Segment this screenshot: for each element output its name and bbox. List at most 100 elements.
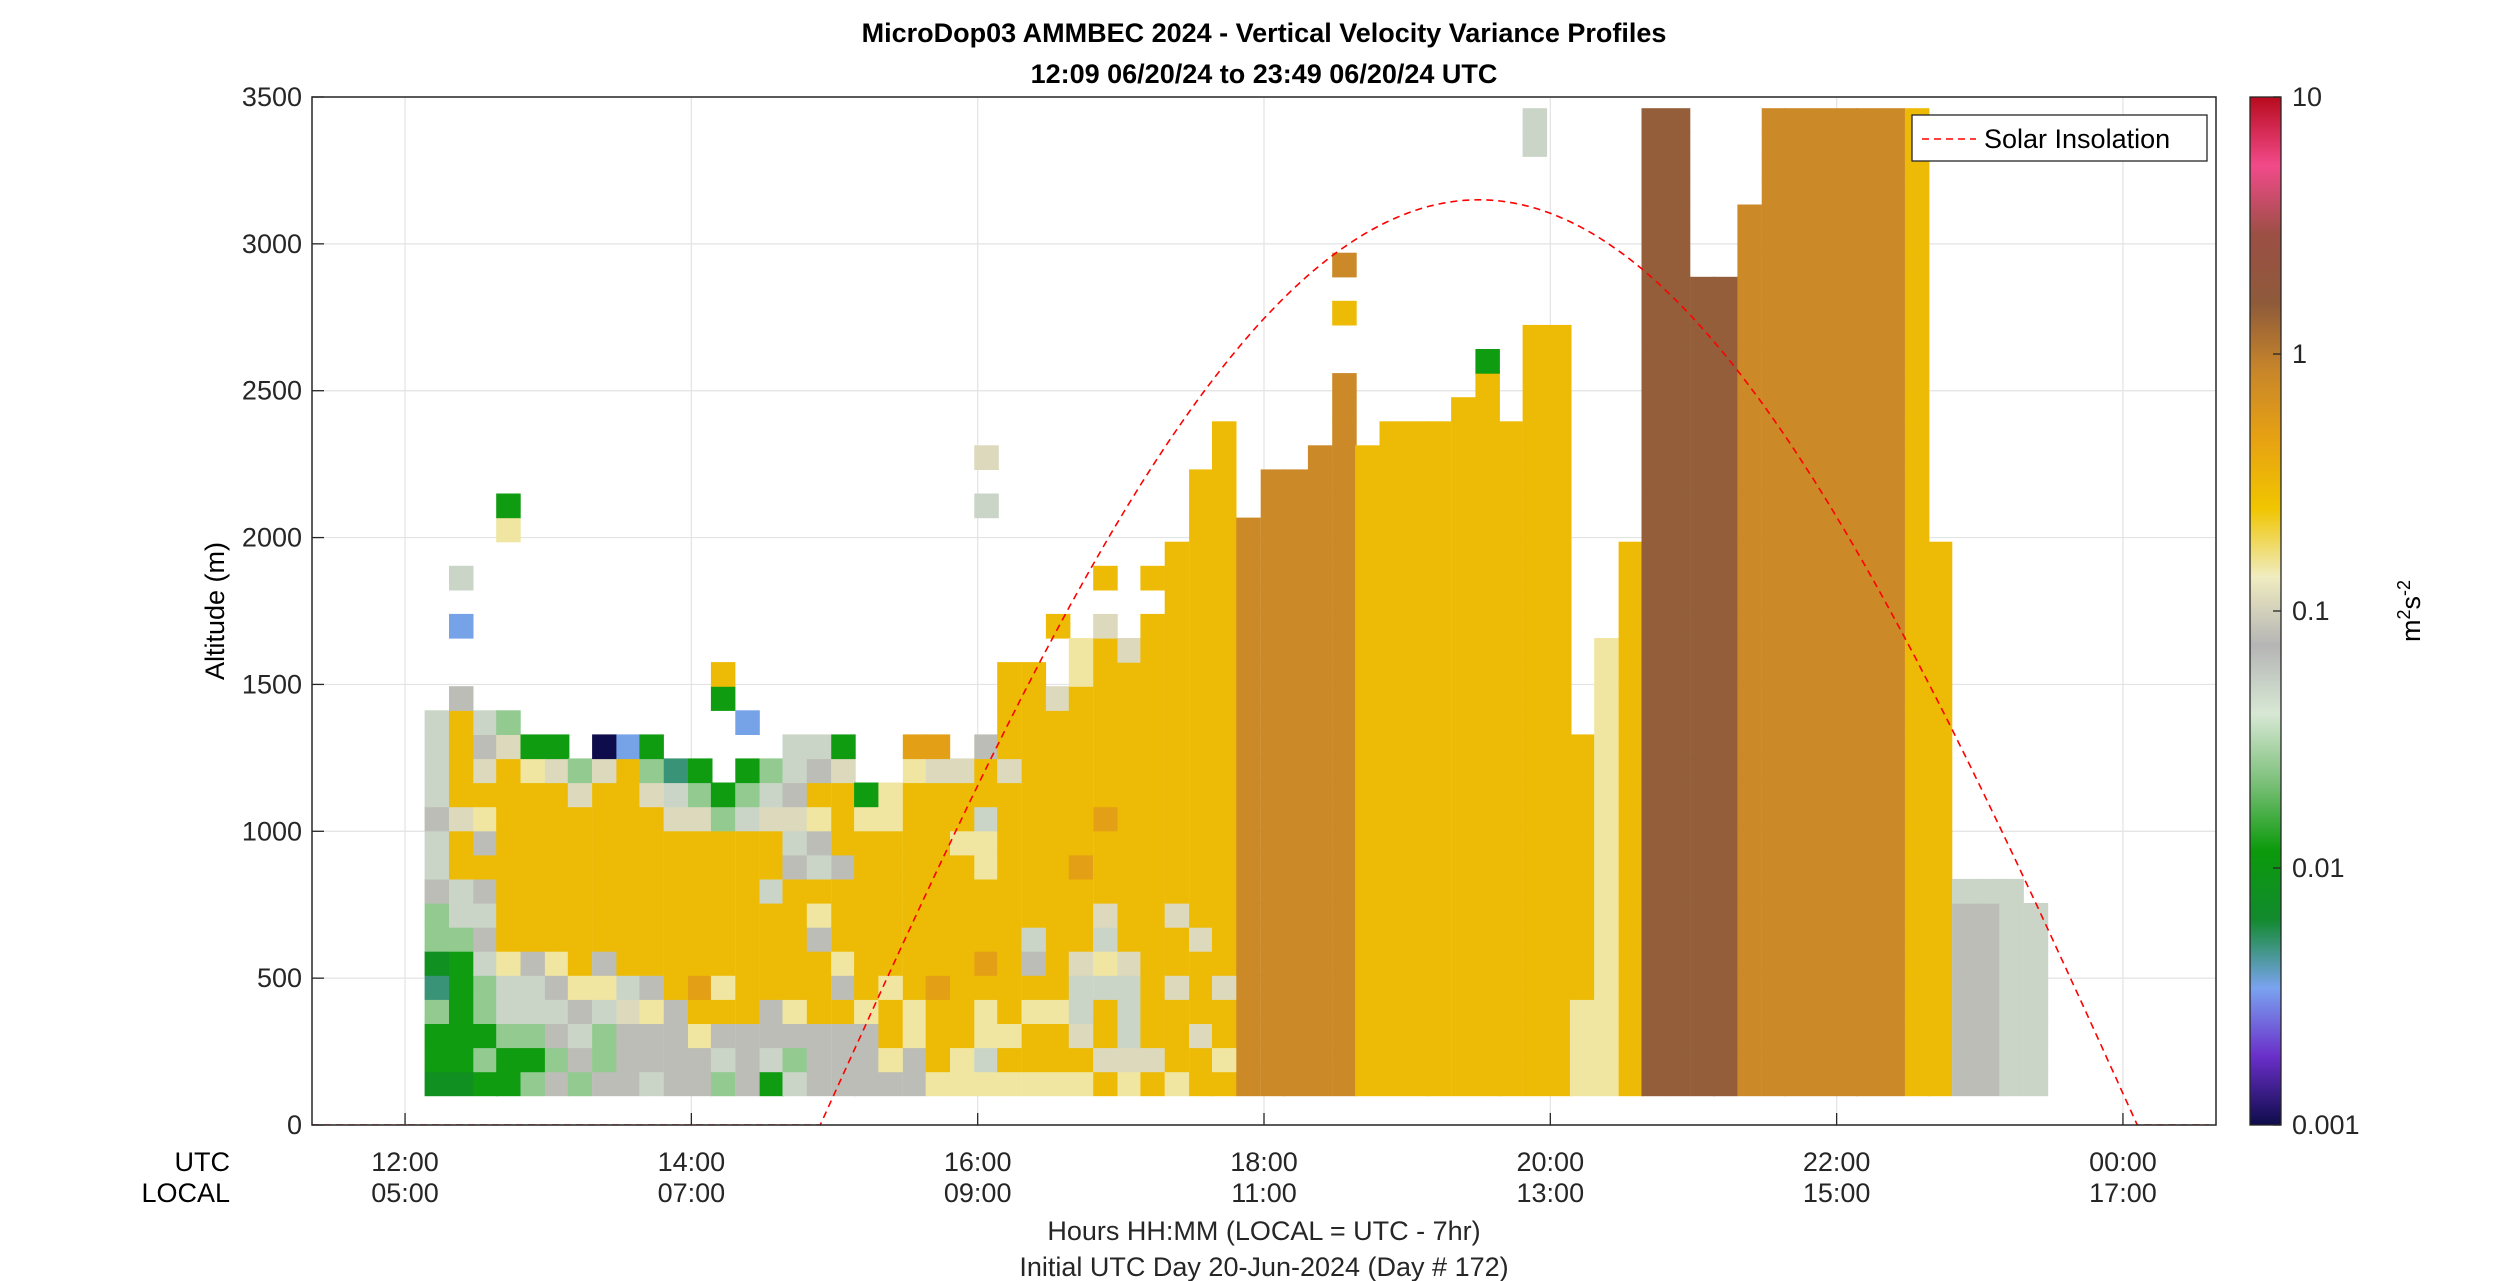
variance-cell: [663, 1047, 689, 1073]
variance-cell: [1451, 589, 1476, 615]
variance-cell: [592, 806, 617, 832]
variance-cell: [1355, 710, 1380, 735]
variance-cell: [1665, 686, 1691, 711]
variance-cell: [1665, 252, 1691, 278]
variance-cell: [1355, 638, 1380, 663]
variance-cell: [1068, 686, 1094, 711]
variance-cell: [1212, 878, 1237, 904]
variance-cell: [1856, 1071, 1881, 1097]
variance-cell: [1355, 903, 1380, 928]
variance-cell: [950, 878, 975, 904]
x-tick-label-local: 09:00: [944, 1178, 1012, 1208]
variance-cell: [1117, 878, 1142, 904]
variance-cell: [496, 830, 521, 856]
variance-cell: [854, 1047, 879, 1073]
variance-cell: [1498, 806, 1523, 832]
variance-cell: [1833, 589, 1858, 615]
variance-cell: [1283, 1023, 1309, 1049]
variance-cell: [1880, 565, 1905, 591]
variance-cell: [1212, 927, 1237, 952]
variance-cell: [1475, 758, 1500, 784]
variance-cell: [1761, 156, 1787, 181]
variance-cell: [950, 927, 975, 952]
variance-cell: [1021, 710, 1047, 735]
variance-cell: [449, 686, 474, 711]
variance-cell: [1307, 710, 1333, 735]
variance-cell: [735, 951, 760, 976]
variance-cell: [1403, 1047, 1429, 1073]
variance-cell: [1665, 397, 1691, 422]
variance-cell: [1140, 806, 1165, 832]
variance-cell: [567, 975, 593, 1000]
variance-cell: [1189, 975, 1214, 1000]
variance-cell: [1260, 734, 1286, 760]
variance-cell: [759, 806, 785, 832]
variance-cell: [592, 975, 617, 1000]
variance-cell: [1594, 999, 1619, 1024]
variance-cell: [1761, 638, 1787, 663]
variance-cell: [424, 975, 450, 1000]
variance-cell: [567, 903, 593, 928]
variance-cell: [1307, 758, 1333, 784]
variance-cell: [1212, 469, 1237, 495]
variance-cell: [1236, 589, 1261, 615]
variance-cell: [1713, 613, 1738, 639]
variance-cell: [1880, 517, 1905, 543]
variance-cell: [1880, 854, 1905, 880]
variance-cell: [1403, 445, 1429, 470]
variance-cell: [1260, 975, 1286, 1000]
variance-cell: [1784, 975, 1810, 1000]
variance-cell: [1761, 903, 1787, 928]
variance-cell: [997, 903, 1022, 928]
variance-cell: [663, 830, 689, 856]
variance-cell: [1880, 349, 1905, 374]
variance-cell: [1117, 999, 1142, 1024]
variance-cell: [1355, 493, 1380, 519]
variance-cell: [1426, 1071, 1452, 1097]
variance-cell: [710, 1071, 736, 1097]
variance-cell: [710, 951, 736, 976]
variance-cell: [1451, 758, 1476, 784]
variance-cell: [1594, 686, 1619, 711]
y-tick-label: 0: [287, 1110, 302, 1140]
variance-cell: [424, 710, 450, 735]
variance-cell: [592, 734, 617, 760]
variance-cell: [1307, 927, 1333, 952]
variance-cell: [1737, 662, 1762, 687]
variance-cell: [1355, 662, 1380, 687]
variance-cell: [1498, 782, 1523, 808]
variance-cell: [831, 854, 856, 880]
variance-cell: [1569, 734, 1595, 760]
variance-cell: [639, 975, 664, 1000]
variance-cell: [1522, 132, 1548, 157]
variance-cell: [1498, 710, 1523, 735]
variance-cell: [1690, 975, 1715, 1000]
variance-cell: [1594, 830, 1619, 856]
variance-cell: [1332, 806, 1357, 832]
variance-cell: [1665, 975, 1691, 1000]
variance-cell: [1809, 541, 1834, 567]
variance-cell: [1833, 108, 1858, 133]
variance-cell: [1212, 951, 1237, 976]
variance-cell: [1189, 878, 1214, 904]
variance-cell: [925, 951, 951, 976]
variance-cell: [544, 975, 570, 1000]
variance-cell: [1189, 541, 1214, 567]
variance-cell: [1618, 1023, 1644, 1049]
variance-cell: [831, 927, 856, 952]
variance-cell: [1569, 1023, 1595, 1049]
variance-cell: [663, 975, 689, 1000]
variance-cell: [1212, 421, 1237, 446]
variance-cell: [1880, 469, 1905, 495]
variance-cell: [1761, 373, 1787, 398]
variance-cell: [1355, 758, 1380, 784]
variance-cell: [997, 782, 1022, 808]
variance-cell: [1856, 927, 1881, 952]
variance-cell: [1522, 1047, 1548, 1073]
variance-cell: [1283, 854, 1309, 880]
variance-cell: [878, 1047, 903, 1073]
x-tick-label-local: 11:00: [1231, 1178, 1297, 1208]
variance-cell: [1236, 854, 1261, 880]
variance-cell: [1833, 951, 1858, 976]
variance-cell: [1260, 613, 1286, 639]
